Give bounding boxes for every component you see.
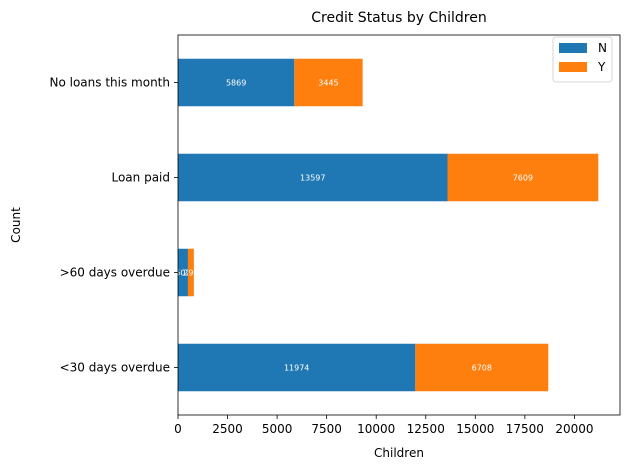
x-tick-label-0: 0 [174, 422, 182, 436]
legend-label-n: N [598, 41, 607, 55]
data-label-y-2: 7609 [513, 174, 533, 183]
legend-swatch-y [559, 62, 587, 72]
axes-frame [177, 34, 621, 416]
x-tick-label-4: 10000 [357, 422, 395, 436]
bar-n-2 [178, 153, 448, 202]
bar-n-1 [178, 248, 188, 297]
x-tick-label-3: 7500 [311, 422, 342, 436]
data-label-n-1: 502 [175, 269, 190, 278]
y-tick-label-2: Loan paid [111, 171, 170, 185]
bar-n-0 [178, 343, 416, 392]
x-tick-label-2: 5000 [262, 422, 293, 436]
data-label-n-3: 5869 [226, 79, 246, 88]
x-tick-label-5: 12500 [407, 422, 445, 436]
x-axis-label: Children [374, 446, 424, 460]
x-tick-label-1: 2500 [212, 422, 243, 436]
legend-swatch-n [559, 43, 587, 53]
legend-label-y: Y [597, 60, 606, 74]
x-tick-label-8: 20000 [555, 422, 593, 436]
bar-y-3 [294, 58, 363, 107]
bar-y-2 [447, 153, 599, 202]
legend: NY [552, 36, 613, 83]
x-tick-label-6: 15000 [456, 422, 494, 436]
y-axis-label: Count [9, 207, 23, 243]
data-label-n-2: 13597 [300, 174, 325, 183]
y-tick-label-1: >60 days overdue [60, 266, 170, 280]
bar-y-1 [187, 248, 194, 297]
y-tick-label-0: <30 days overdue [60, 361, 170, 375]
data-label-y-0: 6708 [472, 364, 492, 373]
bar-n-3 [178, 58, 295, 107]
data-label-n-0: 11974 [284, 364, 309, 373]
bar-y-0 [415, 343, 549, 392]
data-label-y-1: 298 [183, 269, 198, 278]
data-label-y-3: 3445 [318, 79, 338, 88]
y-tick-label-3: No loans this month [50, 76, 171, 90]
chart-title: Credit Status by Children [311, 10, 487, 26]
x-tick-label-7: 17500 [506, 422, 544, 436]
